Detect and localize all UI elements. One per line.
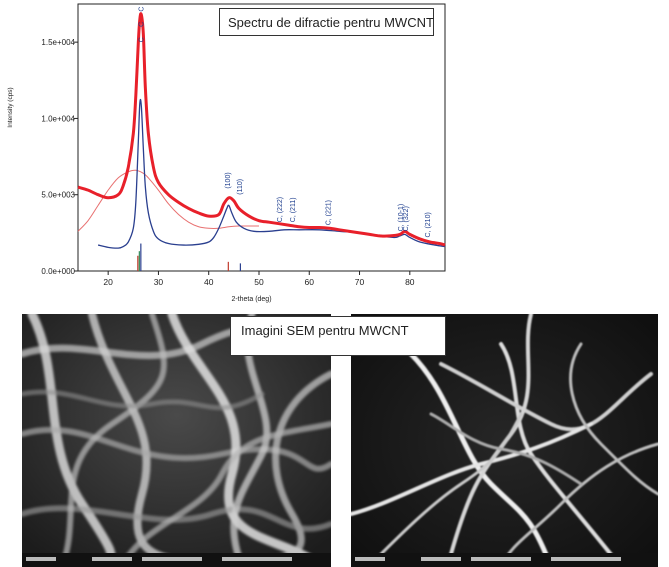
x-axis-label: 2-theta (deg) (231, 296, 271, 303)
peak-label: C, (222) (277, 197, 284, 222)
peak-label: C (138, 22, 145, 27)
sem-caption: Imagini SEM pentru MWCNT (230, 316, 446, 356)
peak-label: C, (322) (403, 206, 410, 231)
y-tick-label: 5.0e+003 (41, 191, 75, 200)
peak-label: C, (210) (425, 212, 432, 237)
x-tick-label: 60 (305, 277, 315, 287)
series-line (77, 169, 259, 232)
xrd-chart: 0.0e+000 5.0e+003 1.0e+004 1.5e+004 20 30 40 50… (7, 3, 446, 303)
x-tick-label: 50 (254, 277, 264, 287)
xrd-caption: Spectru de difractie pentru MWCNT (228, 15, 434, 30)
y-tick-label: 1.0e+004 (41, 114, 75, 123)
peak-label: C, (10-1) (398, 204, 405, 232)
sem-image-left (22, 314, 331, 567)
peak-label: C (138, 37, 145, 42)
peak-label: (110) (237, 179, 244, 195)
y-axis-label: Intensity (cps) (7, 87, 14, 127)
peak-label: C, (211) (290, 197, 297, 222)
peak-label: C (138, 7, 145, 12)
x-tick-label: 20 (103, 277, 113, 287)
sem-image-right (351, 314, 658, 567)
y-tick-label: 1.5e+004 (41, 38, 75, 47)
x-tick-label: 30 (154, 277, 164, 287)
x-tick-label: 40 (204, 277, 214, 287)
peak-label: C, (221) (325, 200, 332, 225)
series-line (77, 12, 446, 247)
y-tick-label: 0.0e+000 (41, 267, 75, 276)
peak-label: (100) (225, 172, 232, 188)
x-tick-label: 80 (405, 277, 415, 287)
x-tick-label: 70 (355, 277, 365, 287)
xrd-caption-box: Spectru de difractie pentru MWCNT (219, 8, 434, 36)
